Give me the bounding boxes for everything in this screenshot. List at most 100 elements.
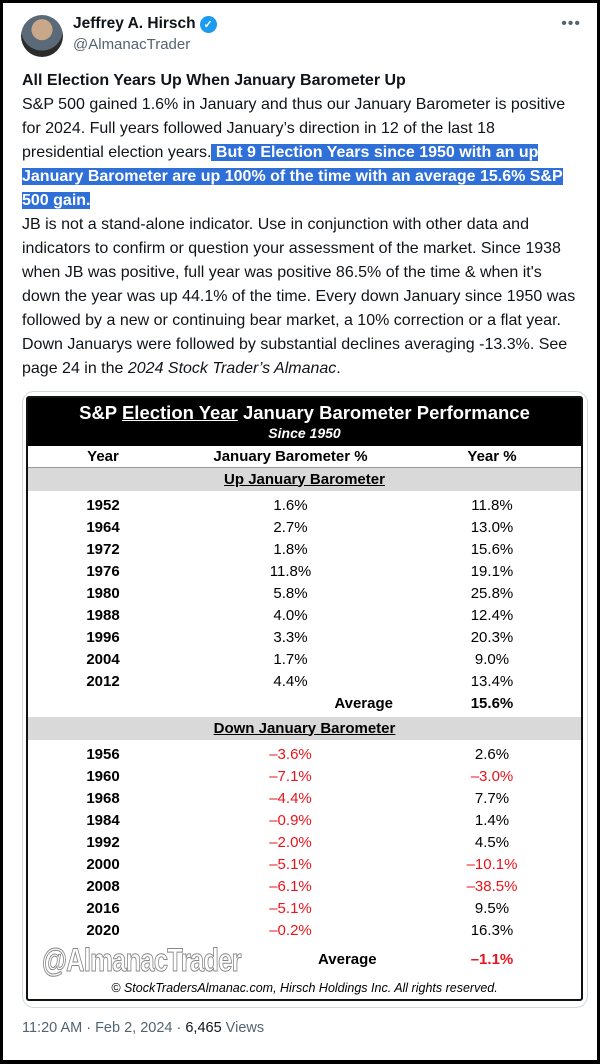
avg-value: 15.6%	[470, 695, 514, 712]
avg-label: Average	[334, 695, 393, 712]
cell-yearpct: –10.1%	[466, 856, 518, 873]
cell-year: 1984	[86, 812, 120, 829]
cell-year: 1996	[86, 629, 120, 646]
cell-jan: –4.4%	[269, 790, 312, 807]
paragraph-2: JB is not a stand-alone indicator. Use i…	[22, 216, 576, 377]
cell-yearpct: 2.6%	[474, 746, 510, 763]
avg-label: Average	[318, 951, 377, 968]
column-headers: Year January Barometer % Year %	[28, 446, 581, 468]
cell-jan: 1.7%	[273, 651, 308, 668]
cell-yearpct: 20.3%	[470, 629, 514, 646]
up-average-row: Average 15.6%	[28, 693, 581, 715]
table-row: 2012 4.4% 13.4%	[28, 671, 581, 693]
watermark: @AlmanacTrader	[42, 942, 242, 978]
timestamp[interactable]: 11:20 AM · Feb 2, 2024 ·	[22, 1020, 186, 1036]
cell-year: 2008	[86, 878, 120, 895]
header-year: Year	[87, 447, 119, 465]
cell-yearpct: –38.5%	[466, 878, 518, 895]
cell-jan: 1.8%	[273, 541, 308, 558]
cell-yearpct: 19.1%	[470, 563, 514, 580]
author-name[interactable]: Jeffrey A. Hirsch ✓	[73, 15, 217, 33]
cell-yearpct: 12.4%	[470, 607, 514, 624]
table-subtitle: Since 1950	[268, 425, 341, 441]
author-name-text[interactable]: Jeffrey A. Hirsch	[73, 15, 196, 32]
cell-yearpct: –3.0%	[470, 768, 514, 785]
tweet-meta: 11:20 AM · Feb 2, 2024 · 6,465 Views	[22, 1020, 581, 1036]
cell-year: 1992	[86, 834, 120, 851]
table-row: 1956 –3.6% 2.6%	[28, 744, 581, 766]
cell-year: 2000	[86, 856, 120, 873]
header-yearpct: Year %	[467, 447, 517, 465]
table-row: 1964 2.7% 13.0%	[28, 517, 581, 539]
tweet-header: Jeffrey A. Hirsch ✓ @AlmanacTrader •••	[21, 15, 581, 69]
cell-jan: 2.7%	[273, 519, 308, 536]
cell-jan: –5.1%	[269, 856, 312, 873]
table-row: 1952 1.6% 11.8%	[28, 495, 581, 517]
tweet-text: All Election Years Up When January Barom…	[22, 69, 581, 381]
cell-year: 1972	[86, 541, 120, 558]
table-row: 2008 –6.1% –38.5%	[28, 876, 581, 898]
cell-yearpct: 9.0%	[474, 651, 510, 668]
cell-jan: 1.6%	[273, 497, 308, 514]
book-title: 2024 Stock Trader’s Almanac	[127, 360, 337, 377]
cell-jan: 4.0%	[273, 607, 308, 624]
cell-jan: 4.4%	[273, 673, 308, 690]
header-jan: January Barometer %	[213, 447, 368, 465]
performance-table: S&P Election Year January Barometer Perf…	[26, 396, 583, 1001]
cell-year: 1988	[86, 607, 120, 624]
cell-yearpct: 11.8%	[471, 497, 513, 514]
title-part: S&P	[79, 402, 122, 423]
cell-yearpct: 16.3%	[470, 922, 514, 939]
section-up: Up January Barometer	[28, 468, 581, 491]
avg-value: –1.1%	[470, 951, 514, 968]
cell-year: 2020	[86, 922, 120, 939]
table-row: 1996 3.3% 20.3%	[28, 627, 581, 649]
down-average-row: @AlmanacTrader Average –1.1%	[28, 942, 581, 978]
more-options-icon[interactable]: •••	[561, 15, 581, 32]
cell-jan: –7.1%	[269, 768, 312, 785]
cell-year: 2016	[86, 900, 120, 917]
cell-year: 2004	[86, 651, 120, 668]
cell-yearpct: 7.7%	[474, 790, 510, 807]
cell-jan: –0.2%	[269, 922, 312, 939]
table-row: 2004 1.7% 9.0%	[28, 649, 581, 671]
paragraph-2-end: .	[336, 360, 341, 377]
table-title: S&P Election Year January Barometer Perf…	[28, 398, 581, 424]
tweet-title: All Election Years Up When January Barom…	[22, 72, 406, 89]
cell-jan: –6.1%	[269, 878, 312, 895]
cell-year: 1956	[86, 746, 120, 763]
author-handle[interactable]: @AlmanacTrader	[73, 36, 191, 53]
table-row: 1980 5.8% 25.8%	[28, 583, 581, 605]
cell-yearpct: 13.0%	[470, 519, 514, 536]
table-row: 2016 –5.1% 9.5%	[28, 898, 581, 920]
avatar[interactable]	[21, 15, 63, 57]
verified-badge-icon: ✓	[199, 15, 217, 33]
table-row: 1960 –7.1% –3.0%	[28, 766, 581, 788]
tweet-card: Jeffrey A. Hirsch ✓ @AlmanacTrader ••• Al…	[3, 3, 597, 1060]
cell-year: 1952	[86, 497, 120, 514]
cell-jan: 5.8%	[273, 585, 308, 602]
section-down: Down January Barometer	[28, 717, 581, 740]
table-row: 1972 1.8% 15.6%	[28, 539, 581, 561]
title-underlined: Election Year	[121, 402, 238, 423]
cell-year: 1976	[86, 563, 120, 580]
table-row: 1968 –4.4% 7.7%	[28, 788, 581, 810]
cell-yearpct: 9.5%	[474, 900, 510, 917]
cell-year: 2012	[86, 673, 120, 690]
cell-year: 1968	[86, 790, 120, 807]
cell-jan: –2.0%	[269, 834, 312, 851]
cell-yearpct: 25.8%	[470, 585, 514, 602]
cell-yearpct: 15.6%	[470, 541, 514, 558]
cell-yearpct: 13.4%	[470, 673, 514, 690]
up-rows: 1952 1.6% 11.8% 1964 2.7% 13.0% 1972 1.8% 15.6% 1…	[28, 495, 581, 693]
views-label: Views	[221, 1020, 265, 1036]
cell-year: 1980	[86, 585, 120, 602]
tweet-image[interactable]: S&P Election Year January Barometer Perf…	[22, 391, 588, 1008]
cell-yearpct: 1.4%	[474, 812, 510, 829]
table-row: 2020 –0.2% 16.3%	[28, 920, 581, 942]
table-row: 1976 11.8% 19.1%	[28, 561, 581, 583]
paragraph-1: S&P 500 gained 1.6% in January and thus …	[22, 96, 566, 161]
title-part: January Barometer Performance	[237, 402, 530, 423]
cell-jan: –5.1%	[269, 900, 312, 917]
cell-year: 1960	[86, 768, 120, 785]
